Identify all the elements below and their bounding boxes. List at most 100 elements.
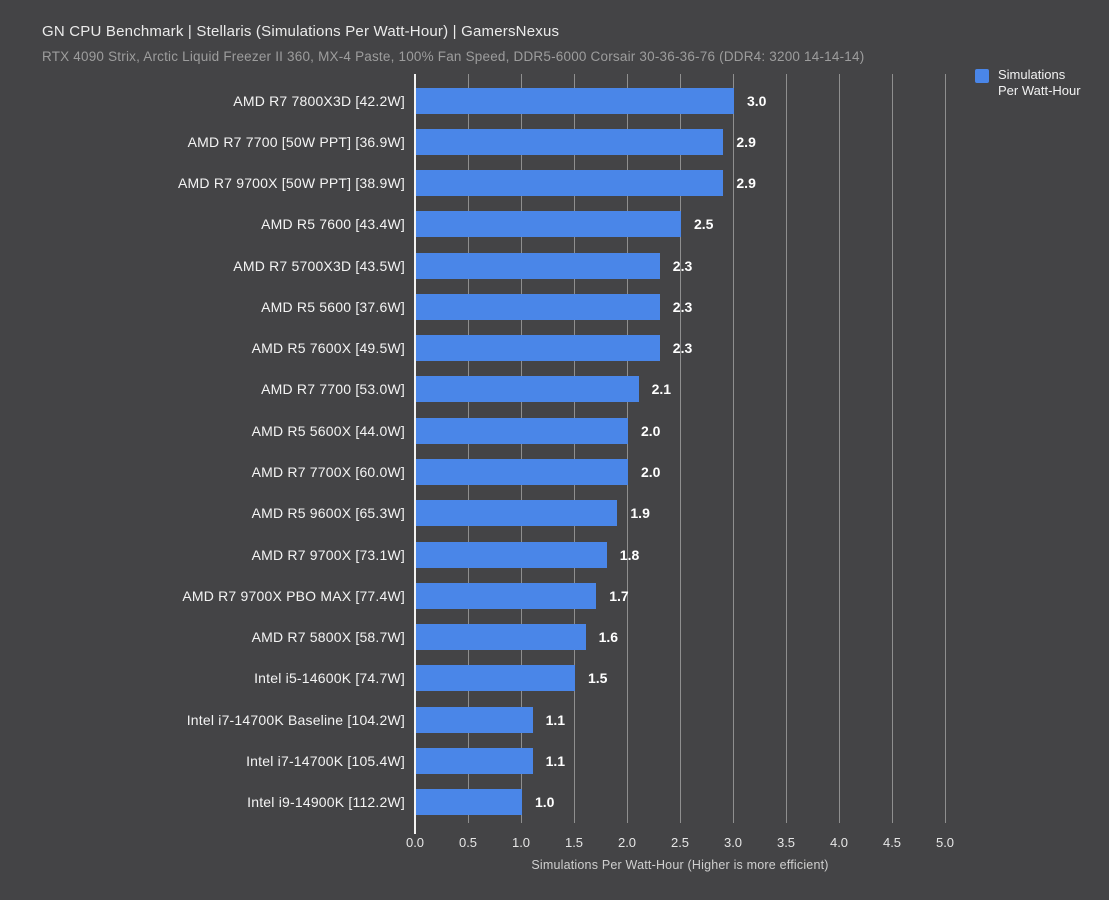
plot-area: AMD R7 7800X3D [42.2W] 3.0 AMD R7 7700 [50… — [178, 74, 946, 834]
x-tick-label: 3.5 — [776, 835, 796, 850]
value-label: 2.0 — [641, 422, 661, 439]
value-label: 2.1 — [651, 381, 672, 398]
x-tick-label: 0.0 — [405, 835, 425, 850]
category-label: AMD R7 7700 [50W PPT] [36.9W] — [187, 133, 405, 150]
bar — [416, 706, 533, 733]
category-label: AMD R7 5700X3D [43.5W] — [233, 257, 405, 274]
bar-row: AMD R7 7700 [50W PPT] [36.9W] 2.9 — [188, 121, 945, 162]
x-tick-label: 0.5 — [458, 835, 478, 850]
bar — [416, 747, 533, 774]
legend: Simulations Per Watt-Hour — [975, 67, 1081, 99]
value-label: 3.0 — [747, 92, 767, 109]
gridline — [573, 74, 575, 823]
bar — [416, 624, 586, 651]
y-axis-line — [414, 74, 416, 834]
value-label: 2.9 — [736, 175, 756, 192]
x-tick-label: 3.0 — [723, 835, 743, 850]
bar-row: AMD R5 7600X [49.5W] 2.3 — [252, 328, 945, 369]
bar — [416, 417, 628, 444]
category-label: AMD R5 5600 [37.6W] — [261, 298, 405, 315]
bar — [416, 293, 660, 320]
x-tick-label: 5.0 — [935, 835, 955, 850]
chart-title: GN CPU Benchmark | Stellaris (Simulation… — [42, 23, 560, 40]
bar — [416, 252, 660, 279]
category-label: AMD R5 5600X [44.0W] — [251, 422, 405, 439]
value-label: 1.1 — [545, 752, 566, 769]
bar-row: AMD R7 5800X [58.7W] 1.6 — [252, 616, 945, 657]
value-label: 1.1 — [545, 711, 566, 728]
bar — [416, 500, 618, 527]
gridline — [679, 74, 681, 823]
gridline — [520, 74, 522, 823]
value-label: 2.5 — [694, 216, 714, 233]
value-label: 2.0 — [641, 464, 661, 481]
category-label: Intel i9-14900K [112.2W] — [247, 794, 405, 811]
value-label: 2.3 — [672, 298, 693, 315]
bar — [416, 665, 575, 692]
category-label: AMD R5 7600 [43.4W] — [261, 216, 405, 233]
gridline — [944, 74, 946, 823]
category-label: AMD R7 7700X [60.0W] — [251, 464, 405, 481]
bar — [416, 170, 724, 197]
bar — [416, 87, 734, 114]
category-label: AMD R7 7700 [53.0W] — [261, 381, 405, 398]
x-tick-label: 2.5 — [670, 835, 690, 850]
bar-row: AMD R5 7600 [43.4W] 2.5 — [261, 204, 945, 245]
gridline — [626, 74, 628, 823]
category-label: Intel i5-14600K [74.7W] — [254, 670, 405, 687]
gridline — [732, 74, 734, 823]
bar-row: AMD R5 9600X [65.3W] 1.9 — [252, 493, 945, 534]
x-tick-label: 2.0 — [617, 835, 637, 850]
bar-row: AMD R7 7700X [60.0W] 2.0 — [252, 451, 945, 492]
value-label: 2.3 — [672, 257, 693, 274]
x-axis-title: Simulations Per Watt-Hour (Higher is mor… — [531, 858, 829, 872]
bar — [416, 211, 681, 238]
gridline — [785, 74, 787, 823]
value-label: 1.7 — [609, 587, 629, 604]
legend-label-line1: Simulations — [998, 67, 1066, 82]
x-tick-label: 4.0 — [829, 835, 849, 850]
bar — [416, 582, 597, 609]
x-tick-label: 4.5 — [882, 835, 902, 850]
bar — [416, 459, 628, 486]
bar — [416, 376, 639, 403]
gridline — [838, 74, 840, 823]
category-label: AMD R7 9700X [50W PPT] [38.9W] — [178, 175, 405, 192]
gridline — [891, 74, 893, 823]
bar — [416, 789, 522, 816]
bar-row: AMD R7 9700X [73.1W] 1.8 — [252, 534, 945, 575]
category-label: AMD R7 7800X3D [42.2W] — [233, 92, 405, 109]
bar-row: Intel i5-14600K [74.7W] 1.5 — [254, 658, 945, 699]
category-label: Intel i7-14700K [105.4W] — [246, 752, 405, 769]
value-label: 1.5 — [588, 670, 608, 687]
bar-rows: AMD R7 7800X3D [42.2W] 3.0 AMD R7 7700 [50… — [178, 80, 945, 823]
bar-row: AMD R5 5600 [37.6W] 2.3 — [261, 286, 945, 327]
category-label: Intel i7-14700K Baseline [104.2W] — [186, 711, 405, 728]
value-label: 2.3 — [672, 340, 693, 357]
bar-row: Intel i7-14700K Baseline [104.2W] 1.1 — [187, 699, 945, 740]
gridline — [467, 74, 469, 823]
category-label: AMD R5 7600X [49.5W] — [251, 340, 405, 357]
bar-row: AMD R7 9700X [50W PPT] [38.9W] 2.9 — [178, 163, 945, 204]
bar — [416, 128, 724, 155]
value-label: 2.9 — [736, 133, 756, 150]
x-axis: 0.0 0.5 1.0 1.5 2.0 2.5 3.0 3.5 4.0 4.5 5.0 — [406, 835, 954, 851]
category-label: AMD R7 9700X PBO MAX [77.4W] — [182, 587, 405, 604]
bar — [416, 541, 607, 568]
chart-subtitle: RTX 4090 Strix, Arctic Liquid Freezer II… — [42, 49, 865, 64]
bar-row: AMD R7 7800X3D [42.2W] 3.0 — [233, 80, 945, 121]
legend-label: Simulations Per Watt-Hour — [998, 67, 1081, 99]
legend-label-line2: Per Watt-Hour — [998, 83, 1081, 98]
category-label: AMD R7 9700X [73.1W] — [251, 546, 405, 563]
bar-row: AMD R7 7700 [53.0W] 2.1 — [261, 369, 945, 410]
value-label: 1.0 — [535, 794, 555, 811]
legend-swatch-icon — [975, 69, 989, 83]
bar-row: AMD R7 9700X PBO MAX [77.4W] 1.7 — [182, 575, 945, 616]
bar-row: Intel i7-14700K [105.4W] 1.1 — [246, 740, 945, 781]
bar-row: AMD R7 5700X3D [43.5W] 2.3 — [233, 245, 945, 286]
x-tick-label: 1.0 — [511, 835, 531, 850]
category-label: AMD R7 5800X [58.7W] — [251, 629, 405, 646]
category-label: AMD R5 9600X [65.3W] — [251, 505, 405, 522]
bar-row: Intel i9-14900K [112.2W] 1.0 — [247, 782, 945, 823]
